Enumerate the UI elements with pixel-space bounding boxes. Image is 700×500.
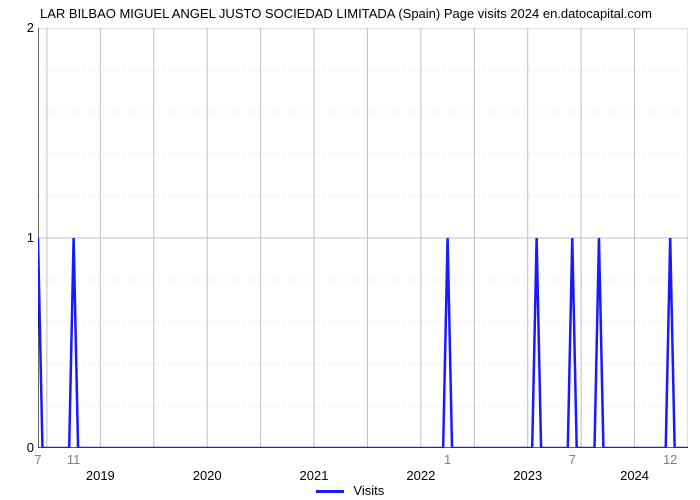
y-tick: 0 <box>4 440 34 455</box>
x-point-label: 11 <box>67 452 81 467</box>
x-year-label: 2019 <box>86 468 115 483</box>
y-tick: 1 <box>4 230 34 245</box>
x-point-label: 1 <box>444 452 451 467</box>
chart-svg <box>38 28 688 448</box>
x-point-label: 12 <box>663 452 677 467</box>
chart-container: LAR BILBAO MIGUEL ANGEL JUSTO SOCIEDAD L… <box>0 0 700 500</box>
x-year-label: 2022 <box>406 468 435 483</box>
x-year-label: 2023 <box>513 468 542 483</box>
x-year-label: 2020 <box>193 468 222 483</box>
series-line <box>38 238 688 448</box>
grid-major-y <box>38 28 688 448</box>
plot-area <box>38 28 688 448</box>
x-year-label: 2024 <box>620 468 649 483</box>
legend: Visits <box>0 483 700 498</box>
legend-label: Visits <box>353 483 384 498</box>
legend-swatch <box>316 490 344 493</box>
chart-title: LAR BILBAO MIGUEL ANGEL JUSTO SOCIEDAD L… <box>40 6 692 21</box>
x-point-label: 7 <box>34 452 41 467</box>
x-point-label: 7 <box>569 452 576 467</box>
y-tick: 2 <box>4 20 34 35</box>
x-year-label: 2021 <box>300 468 329 483</box>
